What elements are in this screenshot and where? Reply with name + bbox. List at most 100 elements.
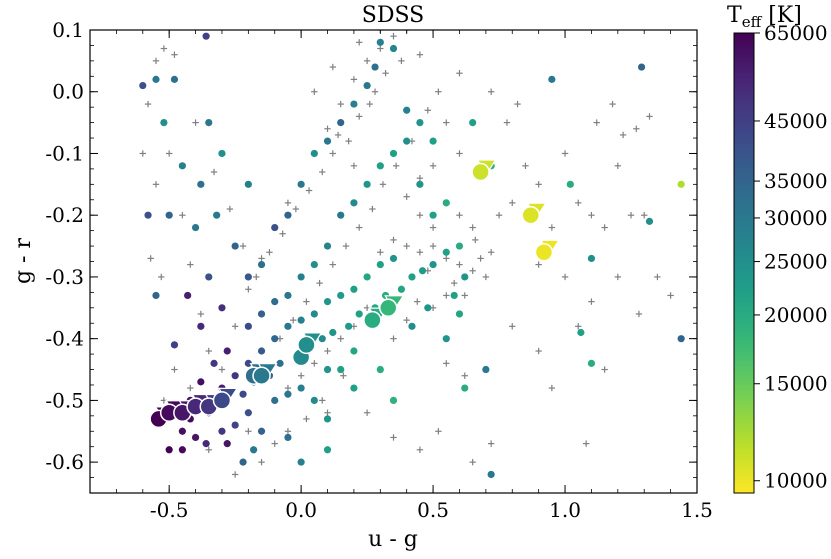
plus-marker xyxy=(292,205,300,213)
data-point xyxy=(350,199,358,207)
plus-marker xyxy=(627,212,635,219)
plus-marker xyxy=(390,434,397,441)
colorbar-label: Teff [K] xyxy=(727,3,802,31)
plus-marker xyxy=(561,273,569,281)
plus-marker xyxy=(337,335,344,342)
plus-marker xyxy=(245,428,252,435)
data-point xyxy=(244,359,252,367)
plus-marker xyxy=(482,273,490,281)
colorbar-tick-label: 10000 xyxy=(764,469,828,493)
plus-marker xyxy=(258,255,265,262)
data-point xyxy=(429,137,437,145)
data-point xyxy=(310,396,318,404)
plus-marker xyxy=(345,137,352,145)
plus-marker xyxy=(340,372,347,379)
plus-marker xyxy=(429,242,437,250)
data-point xyxy=(442,335,450,343)
data-point xyxy=(218,304,226,312)
data-point xyxy=(455,310,464,318)
data-point xyxy=(271,298,279,306)
data-point xyxy=(297,180,305,188)
y-tick-label: -0.2 xyxy=(45,203,84,227)
data-point xyxy=(231,372,239,380)
data-point xyxy=(310,310,318,318)
data-point xyxy=(197,378,205,386)
plus-marker xyxy=(390,335,397,342)
data-point xyxy=(677,180,685,188)
data-point xyxy=(170,341,179,349)
data-point xyxy=(389,44,398,53)
data-points xyxy=(139,30,685,479)
data-point xyxy=(376,365,384,374)
plus-marker xyxy=(509,199,516,207)
data-point xyxy=(442,248,450,256)
plus-marker xyxy=(429,224,437,231)
data-point xyxy=(160,119,168,127)
colorbar-tick-label: 25000 xyxy=(764,250,828,274)
plus-marker xyxy=(469,224,476,231)
data-point xyxy=(223,440,231,448)
data-point xyxy=(416,119,424,127)
plus-marker xyxy=(171,366,178,373)
plus-marker xyxy=(593,119,600,126)
data-point xyxy=(178,427,186,435)
data-point xyxy=(455,242,464,250)
x-axis-ticks: -0.5 0.0 0.5 1.0 1.5 xyxy=(89,30,713,522)
plus-marker xyxy=(284,428,292,435)
data-point xyxy=(257,347,266,355)
plus-marker xyxy=(509,323,516,330)
model-circle-marker xyxy=(297,335,316,355)
plus-marker xyxy=(641,212,648,219)
data-point xyxy=(184,291,192,300)
x-tick-label: 0.5 xyxy=(417,498,449,522)
plus-marker xyxy=(416,446,424,453)
x-axis-label: u - g xyxy=(368,527,418,552)
plus-marker xyxy=(226,205,234,213)
data-point xyxy=(337,291,345,300)
data-point xyxy=(318,335,326,343)
plus-marker xyxy=(487,88,495,95)
data-point xyxy=(350,100,358,108)
plus-marker xyxy=(366,100,373,108)
plus-marker xyxy=(601,224,608,231)
plus-marker xyxy=(305,187,313,194)
data-point xyxy=(202,440,210,448)
plus-marker xyxy=(495,212,503,219)
data-point xyxy=(376,260,384,269)
plus-marker xyxy=(205,347,212,355)
plus-marker xyxy=(316,279,323,287)
chart-title: SDSS xyxy=(362,3,424,28)
plus-marker xyxy=(350,76,358,83)
data-point xyxy=(403,137,411,145)
plus-marker xyxy=(461,372,468,379)
plus-marker xyxy=(290,316,297,324)
plus-marker xyxy=(319,168,326,176)
plus-marker xyxy=(646,113,653,120)
data-point xyxy=(205,119,213,127)
data-point xyxy=(284,390,292,398)
plus-marker xyxy=(205,446,212,453)
plus-marker xyxy=(403,193,410,200)
plus-marker xyxy=(588,212,595,219)
colorbar-tick-label: 45000 xyxy=(764,109,828,133)
model-circle-marker xyxy=(471,162,490,182)
data-point xyxy=(587,254,596,263)
data-point xyxy=(376,162,384,170)
data-point xyxy=(218,149,226,158)
colorbar-tick-label: 65000 xyxy=(764,21,828,45)
colorbar-tick-label: 35000 xyxy=(764,169,828,193)
plus-marker xyxy=(535,181,542,188)
data-point xyxy=(363,180,371,188)
plus-marker xyxy=(469,458,476,466)
data-point xyxy=(284,211,292,219)
colorbar-label-subscript: eff xyxy=(742,13,763,31)
data-point xyxy=(323,137,332,145)
plus-marker xyxy=(414,298,421,305)
data-point xyxy=(284,322,292,330)
plus-marker xyxy=(443,292,450,299)
plus-marker xyxy=(443,360,450,367)
plus-marker xyxy=(231,323,239,330)
data-point xyxy=(350,285,358,293)
plus-marker xyxy=(487,249,495,256)
colorbar-ticks: 65000 45000 35000 30000 25000 20000 15000 10000 xyxy=(754,21,828,493)
